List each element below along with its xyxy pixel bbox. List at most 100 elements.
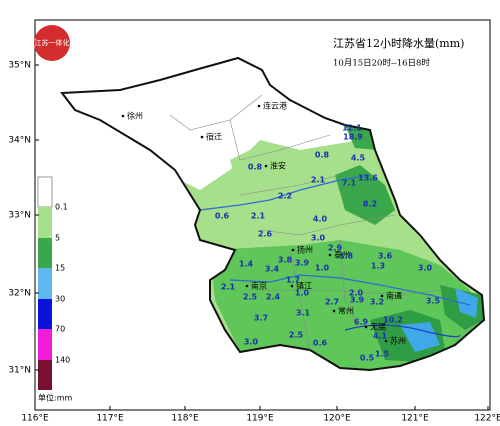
rainfall-value: 3.0 [311,234,326,243]
map-title: 江苏省12小时降水量(mm) [333,36,464,50]
rainfall-value: 1.3 [371,262,385,271]
rainfall-value: 10.2 [383,316,403,325]
city-dot [384,339,388,343]
rainfall-value: 1.7 [286,276,300,285]
rainfall-value: 2.7 [325,298,339,307]
city-dot [245,284,249,288]
rainfall-value: 3.7 [254,314,268,323]
rainfall-value: 12.1 [342,124,362,133]
legend-swatch [38,238,52,268]
rainfall-value: 3.1 [296,309,311,318]
lon-label: 121°E [401,414,429,424]
city-dot [380,294,384,298]
legend-swatch [38,360,52,390]
city-dot [264,164,268,168]
legend-swatch [38,329,52,360]
rainfall-value: 0.6 [215,212,230,221]
legend-unit: 单位:mm [38,393,72,403]
map-subtitle: 10月15日20时--16日8时 [333,58,430,69]
city-label: 南京 [251,281,267,291]
rainfall-value: 3.0 [244,338,259,347]
rainfall-value: 3.9 [295,259,310,268]
rainfall-value: 1.8 [339,252,354,261]
rainfall-value: 3.6 [378,252,393,261]
lat-label: 35°N [8,61,31,71]
legend-swatch [38,299,52,329]
lon-label: 118°E [171,414,199,424]
province-border [60,56,486,372]
rainfall-value: 3.4 [265,265,280,274]
legend-level: 15 [55,264,65,273]
rainfall-value: 1.0 [295,289,310,298]
rainfall-value: 2.4 [266,293,281,302]
city-dot [332,309,336,313]
rainfall-value: 2.1 [311,176,326,185]
legend-level: 70 [55,325,65,334]
rainfall-value: 3.5 [426,297,441,306]
legend-swatch [37,176,53,208]
lat-label: 31°N [8,366,31,376]
rainfall-value: 1.0 [315,264,330,273]
rainfall-value: 4.1 [373,332,388,341]
lon-label: 117°E [96,414,124,424]
city-dot [291,248,295,252]
city-label: 徐州 [127,111,143,121]
city-label: 泰州 [334,250,350,260]
city-dot [328,253,332,257]
city-label: 淮安 [270,161,286,171]
rainfall-value: 3.9 [350,296,365,305]
rivers [199,174,471,338]
rainfall-value: 2.9 [328,244,343,253]
lat-label: 34°N [8,136,31,146]
logo-text: 江苏一体化 [35,38,70,47]
city-dot [364,325,368,329]
legend-level: 30 [55,295,65,304]
city-dot [257,104,261,108]
city-label: 连云港 [263,101,287,111]
rainfall-value: 0.8 [315,151,330,160]
rainfall-value: 2.1 [251,212,266,221]
lon-label: 116°E [21,414,49,424]
rainfall-value: 3.0 [418,264,433,273]
city-label: 扬州 [297,245,313,255]
rainfall-value: 4.0 [313,215,328,224]
city-label: 无锡 [370,323,386,332]
rainfall-value: 3.2 [370,298,384,307]
city-label: 苏州 [390,336,406,346]
rainfall-value: 2.5 [243,293,258,302]
city-label: 宿迁 [206,132,222,142]
rainfall-value: 1.5 [375,350,390,359]
lon-label: 120°E [323,414,351,424]
rainfall-value: 1.4 [239,260,254,269]
rainfall-value: 7.1 [342,179,357,188]
rainfall-value: 8.2 [363,200,377,209]
lat-label: 32°N [8,289,31,299]
rainfall-value: 3.8 [278,256,293,265]
city-label: 南通 [386,291,402,301]
rainfall-value: 0.8 [248,163,263,172]
city-label: 镇江 [296,281,312,291]
logo: 江苏一体化 [34,25,70,61]
rainfall-value: 2.2 [278,192,292,201]
rainfall-value: 2.6 [258,230,273,239]
city-dot [200,135,204,139]
rainfall-value: 0.6 [313,339,328,348]
lon-label: 122°E [474,414,500,424]
legend-level: 0.1 [55,203,68,212]
rainfall-value: 2.1 [221,283,236,292]
rainfall-value: 6.9 [354,318,369,327]
city-dot [290,284,294,288]
rainfall-value: 13.6 [358,174,378,183]
lat-label: 33°N [8,211,31,221]
rainfall-value: 2.5 [289,331,304,340]
rainfall-value: 4.5 [351,154,366,163]
city-dot [121,114,125,118]
city-label: 常州 [338,307,354,316]
legend-level: 5 [55,234,60,243]
rainfall-value: 18.9 [343,133,363,142]
city-borders [169,94,441,351]
legend-swatch [38,207,52,238]
rainfall-value: 2.0 [349,289,364,298]
lon-label: 119°E [246,414,274,424]
